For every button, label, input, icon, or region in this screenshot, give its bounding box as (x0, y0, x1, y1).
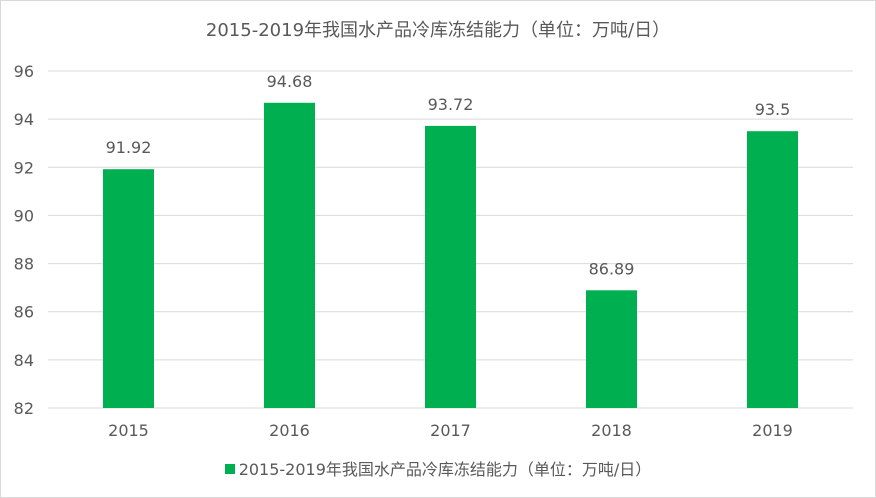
x-tick-label: 2015 (108, 421, 149, 440)
x-axis: 2015 2016 2017 2018 2019 (108, 421, 793, 440)
chart-title: 2015-2019年我国水产品冷库冻结能力（单位：万吨/日） (205, 20, 671, 41)
y-tick-label: 86 (14, 303, 34, 322)
data-label-2016: 94.68 (267, 72, 313, 91)
bar-2018 (586, 290, 637, 408)
x-tick-label: 2019 (752, 421, 793, 440)
bar-2019 (747, 131, 798, 408)
y-tick-label: 84 (14, 351, 34, 370)
legend-swatch (224, 463, 235, 474)
bar-2017 (425, 125, 476, 408)
x-tick-label: 2017 (430, 421, 471, 440)
y-tick-label: 82 (14, 399, 34, 418)
x-tick-label: 2016 (269, 421, 310, 440)
bars (103, 102, 798, 408)
bar-2016 (264, 102, 315, 408)
y-tick-label: 96 (14, 62, 34, 81)
y-tick-label: 94 (14, 110, 34, 129)
data-label-2017: 93.72 (428, 95, 474, 114)
y-tick-label: 92 (14, 158, 34, 177)
data-label-2019: 93.5 (755, 100, 791, 119)
bar-2015 (103, 169, 154, 408)
legend-label: 2015-2019年我国水产品冷库冻结能力（单位：万吨/日） (238, 460, 652, 479)
data-labels: 91.92 94.68 93.72 86.89 93.5 (106, 72, 791, 279)
y-axis: 82 84 86 88 90 92 94 96 (14, 62, 34, 418)
data-label-2015: 91.92 (106, 138, 152, 157)
y-tick-label: 88 (14, 255, 34, 274)
x-tick-label: 2018 (591, 421, 632, 440)
y-tick-label: 90 (14, 206, 34, 225)
data-label-2018: 86.89 (589, 259, 635, 278)
legend: 2015-2019年我国水产品冷库冻结能力（单位：万吨/日） (0, 456, 876, 480)
